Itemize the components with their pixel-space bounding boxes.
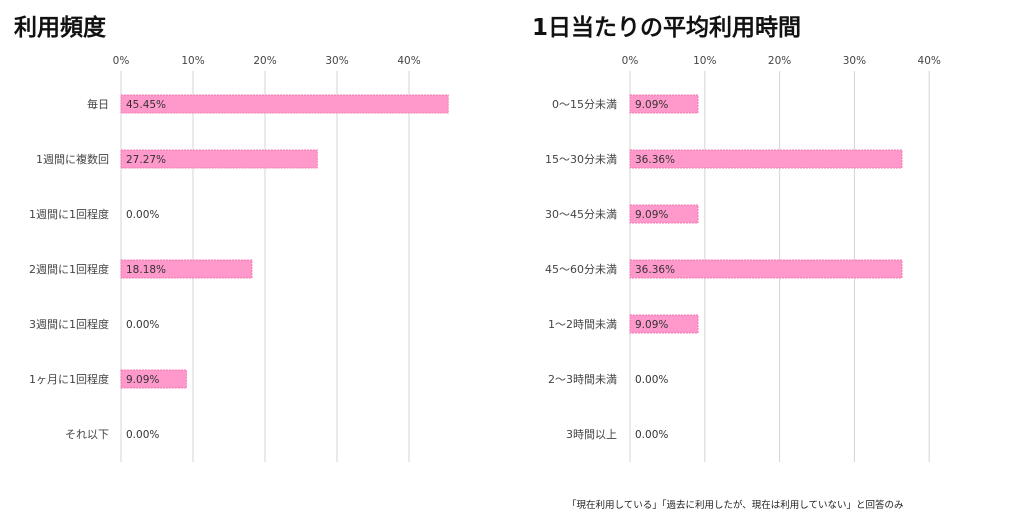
data-label: 0.00% [126, 319, 159, 331]
bar [120, 149, 318, 169]
bar [629, 149, 903, 169]
bar [629, 314, 699, 334]
category-label: 45〜60分未満 [545, 263, 617, 276]
category-label: それ以下 [65, 428, 109, 441]
category-label: 3時間以上 [566, 428, 617, 441]
category-label: 1週間に1回程度 [29, 207, 109, 221]
data-label: 0.00% [635, 374, 668, 386]
x-tick-label: 40% [397, 55, 420, 67]
x-tick-label: 40% [918, 55, 941, 67]
category-label: 30〜45分未満 [545, 208, 617, 221]
category-label: 2週間に1回程度 [29, 262, 109, 276]
data-label: 9.09% [635, 209, 668, 221]
x-tick-label: 30% [843, 55, 866, 67]
data-label: 27.27% [126, 154, 166, 166]
x-tick-label: 20% [768, 55, 791, 67]
data-label: 45.45% [126, 99, 166, 111]
data-label: 36.36% [635, 154, 675, 166]
category-label: 1〜2時間未満 [548, 318, 617, 331]
category-label: 0〜15分未満 [552, 98, 617, 111]
bar [120, 94, 449, 114]
category-label: 1ヶ月に1回程度 [29, 372, 109, 386]
x-tick-label: 30% [325, 55, 348, 67]
data-label: 9.09% [635, 99, 668, 111]
data-label: 9.09% [635, 319, 668, 331]
data-label: 0.00% [635, 429, 668, 441]
daily-time-bar-chart: 0% 10% 20% 30% 40% 0〜15分未満 9.09% 15〜30分未満 36.36%… [545, 55, 941, 462]
frequency-chart-panel: 利用頻度 0% 10% 20% 30% 40% 毎日 45.45% 1週間に複数回 27.27%… [0, 0, 480, 500]
x-tick-label: 10% [181, 55, 204, 67]
data-label: 36.36% [635, 264, 675, 276]
frequency-bar-chart: 0% 10% 20% 30% 40% 毎日 45.45% 1週間に複数回 27.27% 1週間に1… [29, 55, 449, 462]
bar [629, 259, 903, 279]
x-tick-label: 0% [622, 55, 639, 67]
data-label: 18.18% [126, 264, 166, 276]
bar [120, 259, 253, 279]
bar [629, 204, 699, 224]
footnote: 「現在利用している」「過去に利用したが、現在は利用していない」と回答のみ [567, 500, 904, 511]
x-tick-label: 10% [693, 55, 716, 67]
category-label: 2〜3時間未満 [548, 373, 617, 386]
data-label: 0.00% [126, 429, 159, 441]
x-tick-label: 20% [253, 55, 276, 67]
chart-title: 利用頻度 [14, 15, 106, 41]
bar [629, 94, 699, 114]
bar [120, 369, 187, 389]
category-label: 毎日 [87, 98, 109, 111]
category-label: 3週間に1回程度 [29, 317, 109, 331]
chart-title: 1日当たりの平均利用時間 [532, 15, 802, 41]
data-label: 0.00% [126, 209, 159, 221]
category-label: 1週間に複数回 [36, 152, 109, 166]
data-label: 9.09% [126, 374, 159, 386]
daily-time-chart-panel: 1日当たりの平均利用時間 0% 10% 20% 30% 40% 0〜15分未満 9.09% 1… [520, 0, 1024, 500]
x-tick-label: 0% [113, 55, 130, 67]
category-label: 15〜30分未満 [545, 153, 617, 166]
